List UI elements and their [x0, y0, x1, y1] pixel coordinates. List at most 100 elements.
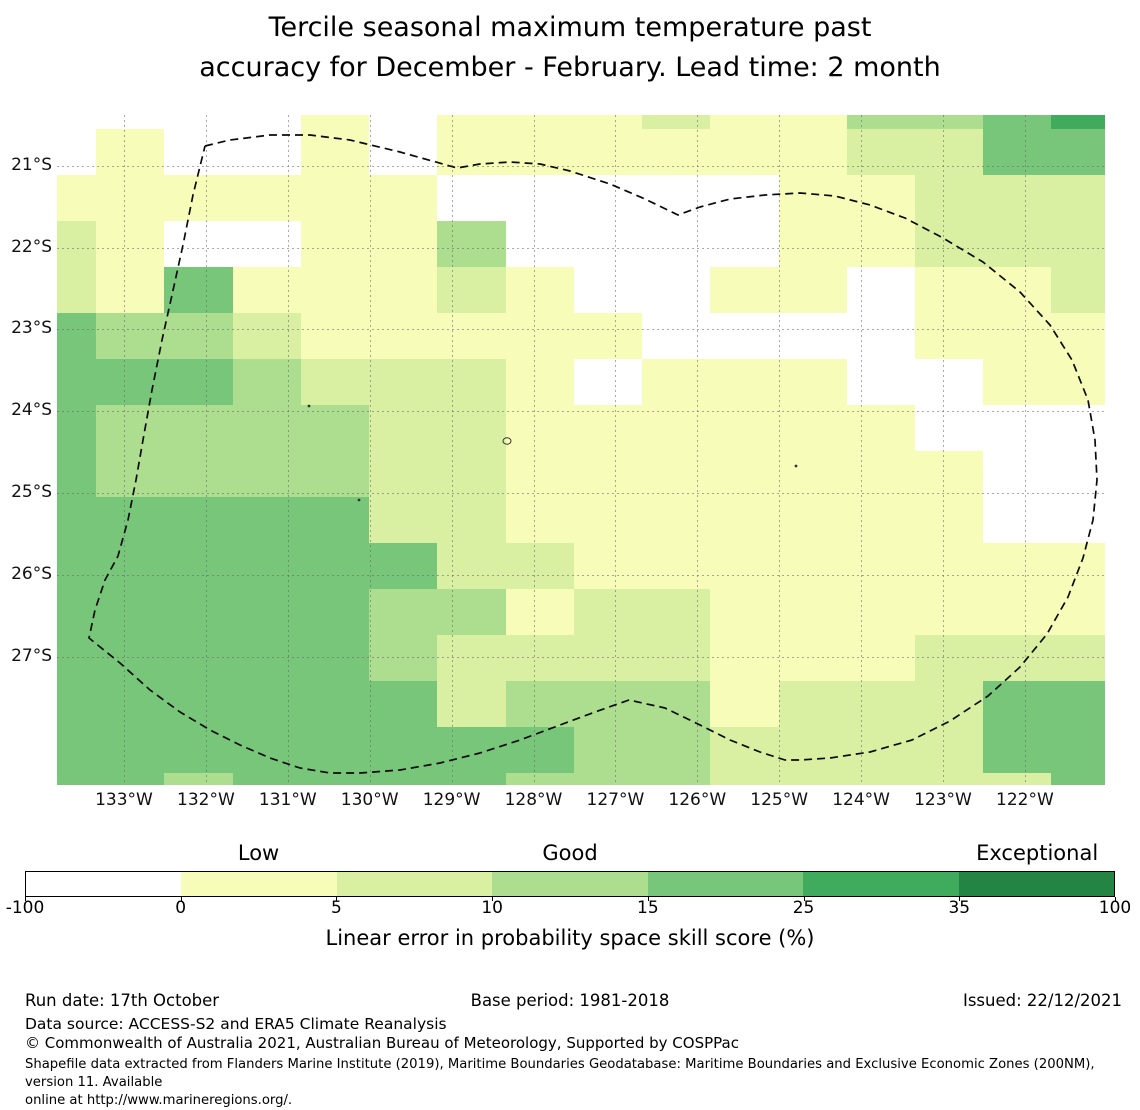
vertical-gridline	[615, 115, 617, 785]
map-cell	[915, 543, 983, 589]
map-cell	[437, 129, 506, 175]
colorbar-caption: Linear error in probability space skill …	[325, 926, 815, 950]
map-cell	[164, 589, 233, 635]
map-cell	[847, 497, 915, 543]
map-cell	[57, 681, 96, 727]
map-cell	[437, 359, 506, 405]
map-cell	[1051, 773, 1105, 785]
map-cell	[915, 267, 983, 313]
map-cell	[710, 635, 779, 681]
map-cell	[710, 497, 779, 543]
chart-title-line2: accuracy for December - February. Lead t…	[199, 52, 941, 83]
horizontal-gridline	[57, 657, 1105, 658]
map-cell	[96, 175, 164, 221]
map-cell	[779, 681, 847, 727]
map-cell	[164, 635, 233, 681]
map-cell	[437, 727, 506, 773]
map-cell	[574, 497, 642, 543]
map-cell	[574, 681, 642, 727]
map-cell	[96, 497, 164, 543]
map-cell	[1051, 543, 1105, 589]
map-cell	[301, 313, 369, 359]
colorbar-segment-5to10	[336, 872, 493, 896]
map-cell	[983, 221, 1051, 267]
map-cell	[164, 451, 233, 497]
x-tick-label: 129°W	[422, 790, 481, 810]
map-cell	[983, 129, 1051, 175]
y-tick-label: 23°S	[11, 318, 52, 339]
map-cell	[1051, 129, 1105, 175]
map-cell	[96, 267, 164, 313]
map-cell	[369, 497, 437, 543]
map-cell	[57, 267, 96, 313]
map-cell	[369, 681, 437, 727]
vertical-gridline	[124, 115, 125, 785]
x-tick-label: 126°W	[668, 790, 727, 810]
map-cell	[96, 359, 164, 405]
map-cell	[915, 221, 983, 267]
map-cell	[233, 267, 301, 313]
map-cell	[1051, 313, 1105, 359]
colorbar-tickmark	[180, 897, 182, 901]
map-cell	[369, 175, 437, 221]
map-cell	[642, 635, 710, 681]
map-cell	[574, 589, 642, 635]
vertical-gridline	[779, 115, 781, 785]
colorbar-tick-label: 0	[175, 898, 187, 918]
map-cell	[57, 175, 96, 221]
map-cell	[233, 589, 301, 635]
vertical-gridline	[1024, 115, 1026, 785]
map-cell	[233, 635, 301, 681]
horizontal-gridline	[57, 411, 1105, 413]
map-cell	[847, 115, 915, 129]
map-cell	[164, 543, 233, 589]
map-cell	[642, 589, 710, 635]
colorbar-tickmark	[647, 897, 649, 901]
map-cell	[506, 129, 574, 175]
map-cell	[847, 543, 915, 589]
map-cell	[437, 221, 506, 267]
map-cell	[574, 773, 642, 785]
map-cell	[915, 773, 983, 785]
map-cell	[1051, 727, 1105, 773]
map-cell	[779, 773, 847, 785]
map-cell	[164, 773, 233, 785]
map-cell	[506, 635, 574, 681]
map-cell	[301, 635, 369, 681]
y-tick-label: 22°S	[11, 236, 52, 257]
colorbar-tickmark	[25, 897, 26, 901]
map-cell	[437, 497, 506, 543]
map-cell	[983, 727, 1051, 773]
map-cell	[779, 267, 847, 313]
vertical-gridline	[287, 115, 289, 785]
map-cell	[96, 451, 164, 497]
horizontal-gridline	[57, 575, 1105, 577]
map-cell	[983, 313, 1051, 359]
map-cell	[233, 313, 301, 359]
x-tick-label: 132°W	[177, 790, 235, 810]
map-cell	[437, 589, 506, 635]
map-cell	[847, 129, 915, 175]
map-cell	[369, 451, 437, 497]
map-cell	[915, 635, 983, 681]
colorbar-tick-label: 10	[481, 898, 503, 918]
map-cell	[96, 129, 164, 175]
x-tick-label: 128°W	[504, 790, 563, 810]
map-cell	[301, 589, 369, 635]
map-cell	[779, 635, 847, 681]
map-cell	[506, 727, 574, 773]
vertical-gridline	[451, 115, 453, 785]
map-cell	[96, 773, 164, 785]
colorbar-segment-0to5	[181, 872, 337, 896]
horizontal-gridline	[57, 165, 1105, 167]
map-cell	[983, 115, 1051, 129]
map-cell	[506, 359, 574, 405]
map-cell	[437, 451, 506, 497]
vertical-gridline	[369, 115, 371, 785]
map-cell	[369, 313, 437, 359]
map-cell	[779, 543, 847, 589]
map-cell	[983, 359, 1051, 405]
map-cell	[437, 681, 506, 727]
map-cell	[57, 727, 96, 773]
map-cell	[369, 359, 437, 405]
